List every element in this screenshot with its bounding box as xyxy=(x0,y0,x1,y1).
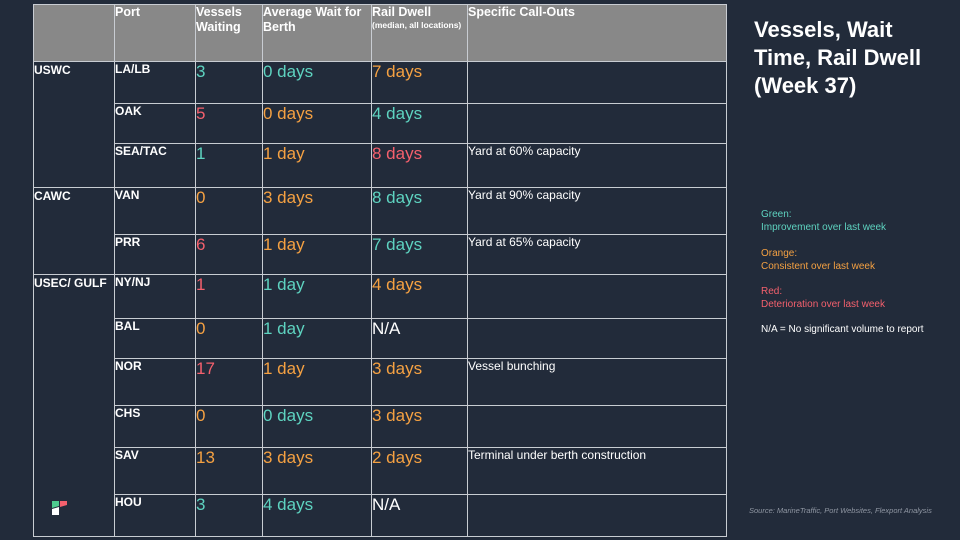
region-cawc: CAWC xyxy=(33,187,115,275)
legend-green-title: Green: xyxy=(761,209,792,220)
call-out xyxy=(467,274,727,319)
table-row: OAK 5 0 days 4 days xyxy=(34,103,727,144)
legend-red-desc: Deterioration over last week xyxy=(761,299,885,310)
table-row: PRR 6 1 day 7 days Yard at 65% capacity xyxy=(34,234,727,275)
header-average-wait: Average Wait for Berth xyxy=(262,4,372,62)
legend-green: Green: Improvement over last week xyxy=(761,208,886,234)
vessels-waiting: 13 xyxy=(195,447,263,495)
table-row: SAV 13 3 days 2 days Terminal under bert… xyxy=(34,447,727,495)
flexport-logo-icon xyxy=(52,501,67,515)
port-name: OAK xyxy=(114,103,196,144)
header-rail-dwell-subtitle: (median, all locations) xyxy=(372,20,462,30)
region-usec-gulf: USEC/ GULF xyxy=(33,274,115,537)
table-row: HOU 3 4 days N/A xyxy=(34,494,727,537)
port-name: VAN xyxy=(114,187,196,235)
rail-dwell: 4 days xyxy=(371,274,468,319)
header-rail-dwell: Rail Dwell (median, all locations) xyxy=(371,4,468,62)
port-name: LA/LB xyxy=(114,61,196,104)
rail-dwell: 4 days xyxy=(371,103,468,144)
legend-red-title: Red: xyxy=(761,286,783,297)
rail-dwell: 3 days xyxy=(371,405,468,448)
average-wait: 3 days xyxy=(262,187,372,235)
average-wait: 0 days xyxy=(262,103,372,144)
call-out: Yard at 65% capacity xyxy=(467,234,727,275)
port-name: NOR xyxy=(114,358,196,406)
average-wait: 0 days xyxy=(262,61,372,104)
legend-orange: Orange: Consistent over last week xyxy=(761,247,875,273)
average-wait: 1 day xyxy=(262,143,372,188)
call-out: Vessel bunching xyxy=(467,358,727,406)
port-name: SAV xyxy=(114,447,196,495)
vessels-waiting: 0 xyxy=(195,318,263,359)
legend-na-note: N/A = No significant volume to report xyxy=(761,324,924,335)
table-row: CHS 0 0 days 3 days xyxy=(34,405,727,448)
average-wait: 1 day xyxy=(262,358,372,406)
header-region xyxy=(33,4,115,62)
vessels-waiting: 0 xyxy=(195,405,263,448)
table-row: USWC LA/LB 3 0 days 7 days xyxy=(33,61,727,188)
call-out xyxy=(467,318,727,359)
vessels-waiting: 1 xyxy=(195,274,263,319)
port-status-table: Port Vessels Waiting Average Wait for Be… xyxy=(33,4,727,537)
vessels-waiting: 0 xyxy=(195,187,263,235)
vessels-waiting: 5 xyxy=(195,103,263,144)
legend-red: Red: Deterioration over last week xyxy=(761,285,885,311)
call-out xyxy=(467,103,727,144)
port-name: PRR xyxy=(114,234,196,275)
region-uswc: USWC xyxy=(33,61,115,188)
port-name: SEA/TAC xyxy=(114,143,196,188)
average-wait: 4 days xyxy=(262,494,372,537)
rail-dwell: 7 days xyxy=(371,61,468,104)
page-title: Vessels, Wait Time, Rail Dwell (Week 37) xyxy=(754,17,922,98)
call-out: Yard at 60% capacity xyxy=(467,143,727,188)
table-row: SEA/TAC 1 1 day 8 days Yard at 60% capac… xyxy=(34,143,727,188)
average-wait: 1 day xyxy=(262,318,372,359)
table-row: CAWC VAN 0 3 days 8 days Yard at 90% cap… xyxy=(33,187,727,275)
rail-dwell: 3 days xyxy=(371,358,468,406)
vessels-waiting: 17 xyxy=(195,358,263,406)
port-name: CHS xyxy=(114,405,196,448)
call-out xyxy=(467,494,727,537)
rail-dwell: 2 days xyxy=(371,447,468,495)
rail-dwell: 7 days xyxy=(371,234,468,275)
port-name: BAL xyxy=(114,318,196,359)
table-row: NOR 17 1 day 3 days Vessel bunching xyxy=(34,358,727,406)
rail-dwell: N/A xyxy=(371,318,468,359)
legend-orange-title: Orange: xyxy=(761,248,798,259)
call-out xyxy=(467,405,727,448)
table-row: USEC/ GULF NY/NJ 1 1 day 4 days xyxy=(33,274,727,537)
average-wait: 0 days xyxy=(262,405,372,448)
call-out xyxy=(467,61,727,104)
vessels-waiting: 3 xyxy=(195,494,263,537)
rail-dwell: N/A xyxy=(371,494,468,537)
table-header-row: Port Vessels Waiting Average Wait for Be… xyxy=(33,4,727,62)
average-wait: 3 days xyxy=(262,447,372,495)
vessels-waiting: 3 xyxy=(195,61,263,104)
rail-dwell: 8 days xyxy=(371,187,468,235)
vessels-waiting: 1 xyxy=(195,143,263,188)
header-call-outs: Specific Call-Outs xyxy=(467,4,727,62)
port-name: HOU xyxy=(114,494,196,537)
port-name: NY/NJ xyxy=(114,274,196,319)
average-wait: 1 day xyxy=(262,234,372,275)
header-vessels-waiting: Vessels Waiting xyxy=(195,4,263,62)
rail-dwell: 8 days xyxy=(371,143,468,188)
source-note: Source: MarineTraffic, Port Websites, Fl… xyxy=(749,506,932,515)
header-port: Port xyxy=(114,4,196,62)
table-row: BAL 0 1 day N/A xyxy=(34,318,727,359)
header-rail-dwell-label: Rail Dwell xyxy=(372,5,432,19)
vessels-waiting: 6 xyxy=(195,234,263,275)
legend-orange-desc: Consistent over last week xyxy=(761,261,875,272)
legend-green-desc: Improvement over last week xyxy=(761,222,887,233)
average-wait: 1 day xyxy=(262,274,372,319)
call-out: Yard at 90% capacity xyxy=(467,187,727,235)
call-out: Terminal under berth construction xyxy=(467,447,727,495)
